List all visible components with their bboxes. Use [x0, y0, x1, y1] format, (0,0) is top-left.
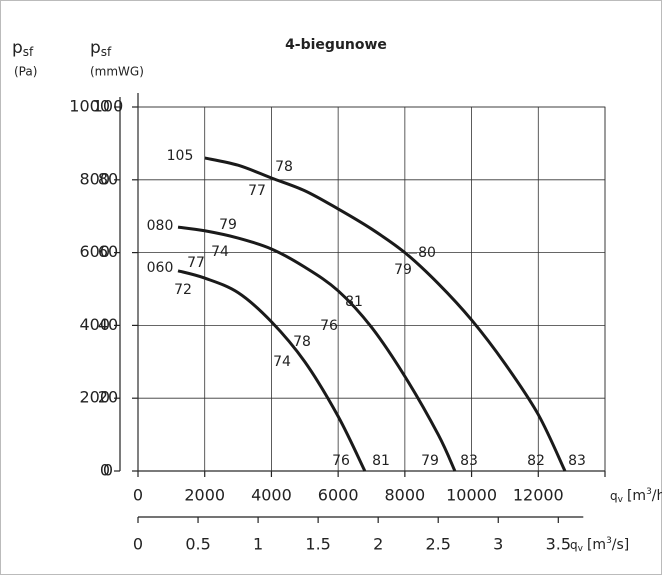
label-text: /h] — [652, 488, 662, 504]
efficiency-label: 72 — [174, 282, 192, 298]
fan-curve — [204, 156, 567, 472]
x-tick-label: 4000 — [251, 486, 292, 505]
efficiency-label: 81 — [372, 453, 390, 469]
y2-tick-label: 200 — [79, 388, 110, 407]
x2-tick-label: 2.5 — [425, 535, 450, 554]
efficiency-label: 83 — [568, 453, 586, 469]
efficiency-label: 78 — [293, 334, 311, 350]
y-axis-unit: (Pa) — [14, 65, 37, 79]
y-tick-label: 0 — [103, 461, 113, 480]
y-tick-label: 80 — [98, 169, 118, 188]
label-text: sf — [23, 45, 34, 59]
efficiency-label: 76 — [320, 318, 338, 334]
x-tick-label: 8000 — [384, 486, 425, 505]
x-tick-label: 2000 — [184, 486, 225, 505]
label-text: 3 — [606, 536, 612, 546]
fan-curve — [177, 269, 367, 472]
label-text: [m — [627, 488, 646, 504]
series-label: 105 — [167, 148, 194, 164]
y2-tick-label: 400 — [79, 315, 110, 334]
plot-frame — [137, 106, 606, 472]
y2-axis-label: psf — [90, 38, 112, 59]
y-tick-label: 100 — [93, 97, 124, 116]
x2-tick-label: 3 — [493, 535, 503, 554]
efficiency-label: 76 — [332, 453, 350, 469]
y2-tick-label: 800 — [79, 169, 110, 188]
y-axis-label: psf — [12, 38, 34, 59]
y-tick-label: 40 — [98, 315, 118, 334]
label-text: [m — [587, 537, 606, 553]
y2-tick-label: 1000 — [69, 97, 110, 116]
x2-tick-label: 0 — [133, 535, 143, 554]
label-text: /s] — [612, 537, 629, 553]
x2-tick-label: 1.5 — [305, 535, 330, 554]
label-text: p — [90, 38, 101, 58]
efficiency-label: 74 — [273, 354, 291, 370]
x-tick-label: 12000 — [513, 486, 564, 505]
efficiency-label: 83 — [460, 453, 478, 469]
x2-tick-label: 3.5 — [546, 535, 571, 554]
label-text: v — [578, 544, 584, 554]
efficiency-label: 77 — [187, 255, 205, 271]
efficiency-label: 79 — [421, 453, 439, 469]
x-axis-label: qv[m3/h] — [610, 487, 662, 505]
efficiency-label: 79 — [219, 217, 237, 233]
label-text: q — [570, 538, 578, 552]
efficiency-label: 82 — [527, 453, 545, 469]
y-tick-label: 20 — [98, 388, 118, 407]
y2-axis-unit: (mmWG) — [90, 65, 144, 79]
chart-title: 4-biegunowe — [285, 37, 387, 53]
series-label: 080 — [147, 218, 174, 234]
efficiency-label: 80 — [418, 245, 436, 261]
x2-tick-label: 0.5 — [185, 535, 210, 554]
x-tick-label: 6000 — [318, 486, 359, 505]
efficiency-label: 79 — [394, 262, 412, 278]
y-tick-label: 60 — [98, 242, 118, 261]
y2-tick-label: 0 — [100, 461, 110, 480]
fan-curve — [177, 225, 457, 472]
efficiency-label: 78 — [275, 159, 293, 175]
x2-tick-label: 1 — [253, 535, 263, 554]
label-text: 3 — [646, 487, 652, 497]
x2-axis-label: qv [m3/s] — [570, 536, 629, 554]
y2-tick-label: 600 — [79, 242, 110, 261]
x2-tick-label: 2 — [373, 535, 383, 554]
label-text: sf — [101, 45, 112, 59]
label-text: p — [12, 38, 23, 58]
efficiency-label: 74 — [211, 244, 229, 260]
efficiency-label: 77 — [248, 183, 266, 199]
efficiency-label: 81 — [345, 294, 363, 310]
label-text: v — [618, 495, 624, 505]
x-tick-label: 0 — [133, 486, 143, 505]
label-text: q — [610, 489, 618, 503]
series-label: 060 — [147, 260, 174, 276]
x-tick-label: 10000 — [446, 486, 497, 505]
